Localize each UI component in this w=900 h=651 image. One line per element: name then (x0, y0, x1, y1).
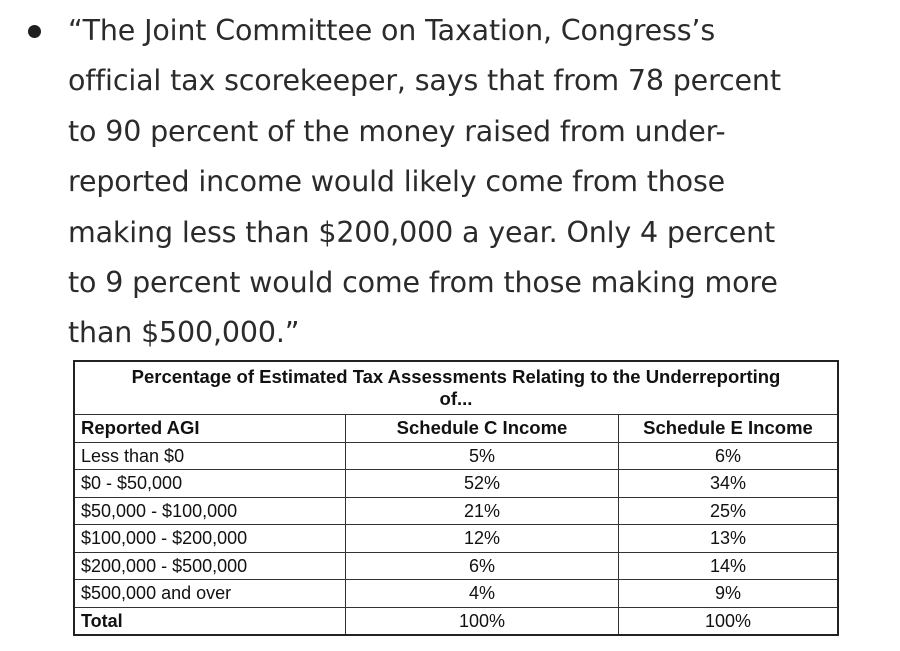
quote-line: to 90 percent of the money raised from u… (68, 114, 726, 148)
table-title-line: of... (439, 388, 473, 409)
total-schedule-e: 100% (618, 606, 839, 636)
table-row: Less than $0 5% 6% (73, 441, 839, 470)
agi-cell: $50,000 - $100,000 (73, 496, 346, 525)
schedule-c-cell: 6% (345, 551, 619, 580)
schedule-c-cell: 52% (345, 469, 619, 498)
schedule-e-cell: 34% (618, 469, 839, 498)
schedule-c-cell: 12% (345, 524, 619, 553)
quote-line: reported income would likely come from t… (68, 165, 726, 199)
quote-line: than $500,000.” (68, 316, 300, 350)
quote-text: “The Joint Committee on Taxation, Congre… (68, 6, 868, 359)
total-schedule-c: 100% (345, 606, 619, 636)
schedule-e-cell: 13% (618, 524, 839, 553)
quote-line: to 9 percent would come from those makin… (68, 266, 778, 300)
table-header-row: Reported AGI Schedule C Income Schedule … (73, 414, 839, 443)
agi-cell: $100,000 - $200,000 (73, 524, 346, 553)
table-title-row: Percentage of Estimated Tax Assessments … (73, 360, 839, 415)
table-row: $0 - $50,000 52% 34% (73, 469, 839, 498)
table-row: $50,000 - $100,000 21% 25% (73, 496, 839, 525)
schedule-e-cell: 9% (618, 579, 839, 608)
table-title: Percentage of Estimated Tax Assessments … (73, 360, 839, 415)
quote-line: official tax scorekeeper, says that from… (68, 64, 781, 98)
table-title-line: Percentage of Estimated Tax Assessments … (131, 366, 781, 387)
bullet-point (28, 25, 41, 38)
table-total-row: Total 100% 100% (73, 606, 839, 636)
column-header-schedule-e: Schedule E Income (618, 414, 839, 443)
agi-cell: $500,000 and over (73, 579, 346, 608)
schedule-c-cell: 4% (345, 579, 619, 608)
column-header-schedule-c: Schedule C Income (345, 414, 619, 443)
table-row: $500,000 and over 4% 9% (73, 579, 839, 608)
total-label: Total (73, 606, 346, 636)
quote-line: making less than $200,000 a year. Only 4… (68, 215, 776, 249)
agi-cell: $0 - $50,000 (73, 469, 346, 498)
table-row: $200,000 - $500,000 6% 14% (73, 551, 839, 580)
tax-assessment-table: Percentage of Estimated Tax Assessments … (73, 360, 839, 636)
agi-cell: Less than $0 (73, 441, 346, 470)
agi-cell: $200,000 - $500,000 (73, 551, 346, 580)
schedule-c-cell: 5% (345, 441, 619, 470)
quote-line: “The Joint Committee on Taxation, Congre… (68, 14, 716, 47)
schedule-c-cell: 21% (345, 496, 619, 525)
table-row: $100,000 - $200,000 12% 13% (73, 524, 839, 553)
schedule-e-cell: 6% (618, 441, 839, 470)
schedule-e-cell: 14% (618, 551, 839, 580)
schedule-e-cell: 25% (618, 496, 839, 525)
column-header-agi: Reported AGI (73, 414, 346, 443)
